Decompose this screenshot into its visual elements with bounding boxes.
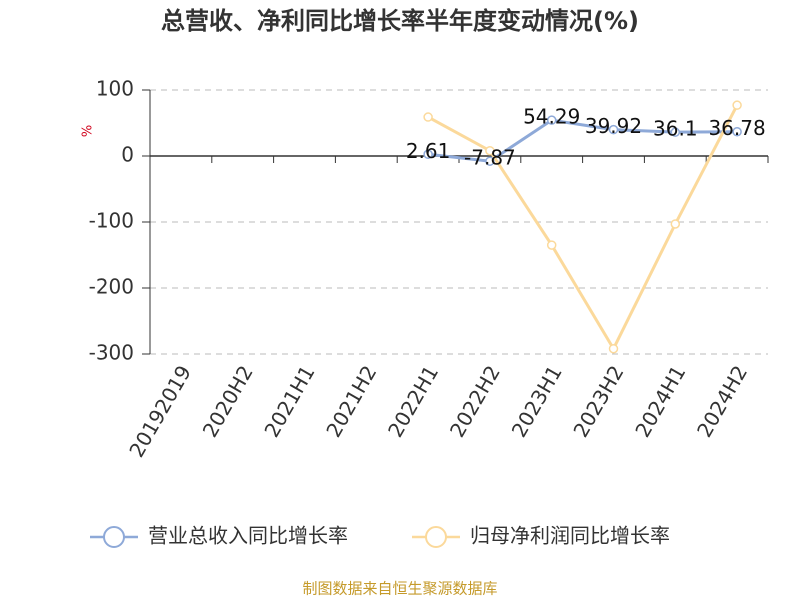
y-tick-label: 0 [121, 143, 134, 167]
x-tick-label: 2022H2 [445, 361, 505, 441]
y-tick-label: -300 [89, 341, 134, 365]
point [423, 112, 433, 122]
legend-marker [103, 526, 125, 548]
x-tick-label: 20192019 [124, 361, 196, 461]
y-tick-label: 100 [96, 77, 134, 101]
x-tick-label: 2023H2 [568, 361, 628, 441]
x-tick-label: 2022H1 [383, 361, 443, 441]
point [732, 100, 742, 110]
x-tick-label: 2021H1 [259, 361, 319, 441]
point [546, 115, 557, 125]
data-label: 36.78 [708, 116, 765, 140]
y-axis-label: % [81, 125, 96, 137]
point [485, 156, 495, 166]
point [546, 240, 557, 250]
source: 制图数据来自恒生聚源数据库 [302, 580, 497, 598]
x-tick-label: 2023H1 [507, 361, 567, 441]
data-label: 54.29 [523, 105, 580, 129]
chart-title: 总营收、净利同比增长率半年度变动情况(%) [161, 7, 639, 35]
x-tick-label: 2021H2 [321, 361, 381, 441]
point [732, 126, 742, 137]
point [423, 149, 433, 160]
x-tick-label: 2024H2 [692, 361, 752, 441]
legend-label: 归母净利润同比增长率 [470, 524, 670, 548]
x-tick-label: 2020H2 [198, 361, 258, 441]
series-line [427, 104, 739, 352]
legend-label: 营业总收入同比增长率 [148, 524, 348, 548]
x-tick-label: 2024H1 [630, 361, 690, 441]
data-label: 39.92 [585, 114, 642, 138]
point [670, 127, 681, 137]
point [608, 124, 619, 135]
data-label: -7.87 [464, 146, 516, 170]
y-tick-label: -200 [89, 275, 134, 299]
series-line [427, 118, 738, 163]
data-label: 2.61 [406, 139, 451, 163]
y-tick-label: -100 [89, 209, 134, 233]
legend-marker [425, 526, 447, 548]
data-label: 36.1 [653, 117, 698, 141]
point [608, 343, 619, 354]
point [670, 219, 681, 229]
point [485, 145, 495, 156]
